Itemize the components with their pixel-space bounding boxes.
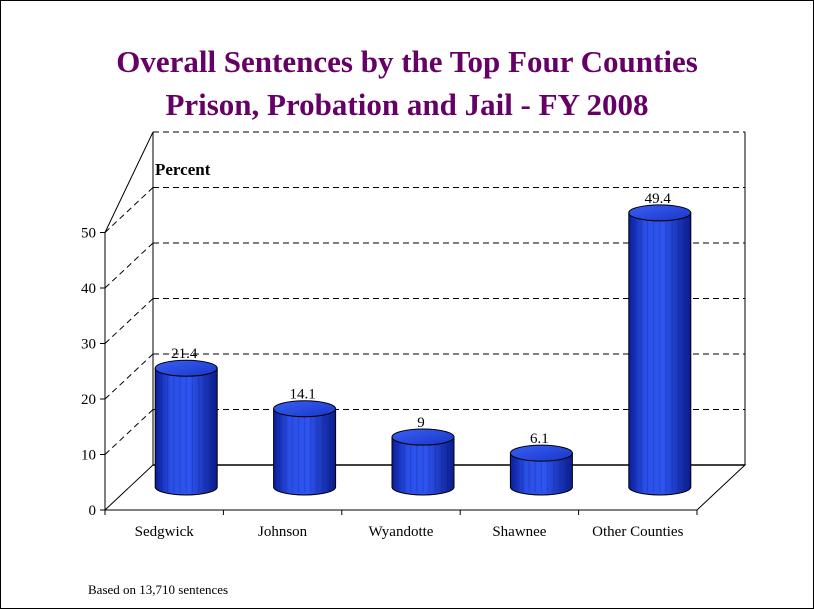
side-gridline [104,298,154,344]
bar-body [628,212,692,496]
y-tick-label: 50 [81,226,96,242]
y-tick-label: 20 [81,392,96,408]
side-gridline [104,187,154,233]
y-tick-label: 30 [81,337,96,353]
data-label: 49.4 [645,191,672,207]
x-tick-label: Shawnee [492,524,546,540]
bar-body [154,367,218,496]
bar-cap [628,204,692,222]
side-gridline [104,353,154,400]
data-label: 21.4 [171,346,198,362]
bar-cap [391,428,455,446]
y-tick-label: 0 [89,503,97,519]
bar-other-counties [628,204,692,496]
labels-layer: 0 10 20 30 40 50 21.4 Sedgwick 14.1 Johnson 9 Wyand… [81,191,684,540]
y-axis-label: Percent [155,160,211,179]
bars-layer [154,204,692,496]
data-label: 6.1 [530,431,549,447]
bar-cap [154,359,218,377]
bar-wyandotte [391,428,455,496]
side-gridline [104,242,154,289]
bar-cap [509,444,573,462]
x-tick-label: Other Counties [592,524,683,540]
x-tick-label: Wyandotte [369,524,434,540]
x-tick-label: Johnson [258,524,308,540]
bar-body [509,452,573,496]
side-gridline [104,409,154,455]
x-tick-label: Sedgwick [135,524,195,540]
bar-body [391,436,455,496]
y-tick-label: 40 [81,281,96,297]
data-label: 14.1 [289,387,315,403]
bar-body [273,408,337,496]
bar-cap [273,400,337,418]
y-tick-label: 10 [81,448,96,464]
data-label: 9 [417,415,425,431]
side-wall-top-edge [104,131,154,233]
bar-shawnee [509,444,573,496]
bar-johnson [273,400,337,496]
footnote: Based on 13,710 sentences [88,582,229,597]
bar-sedgwick [154,359,218,496]
chart-subtitle: Prison, Probation and Jail - FY 2008 [165,87,649,122]
chart-title: Overall Sentences by the Top Four Counti… [116,44,698,79]
